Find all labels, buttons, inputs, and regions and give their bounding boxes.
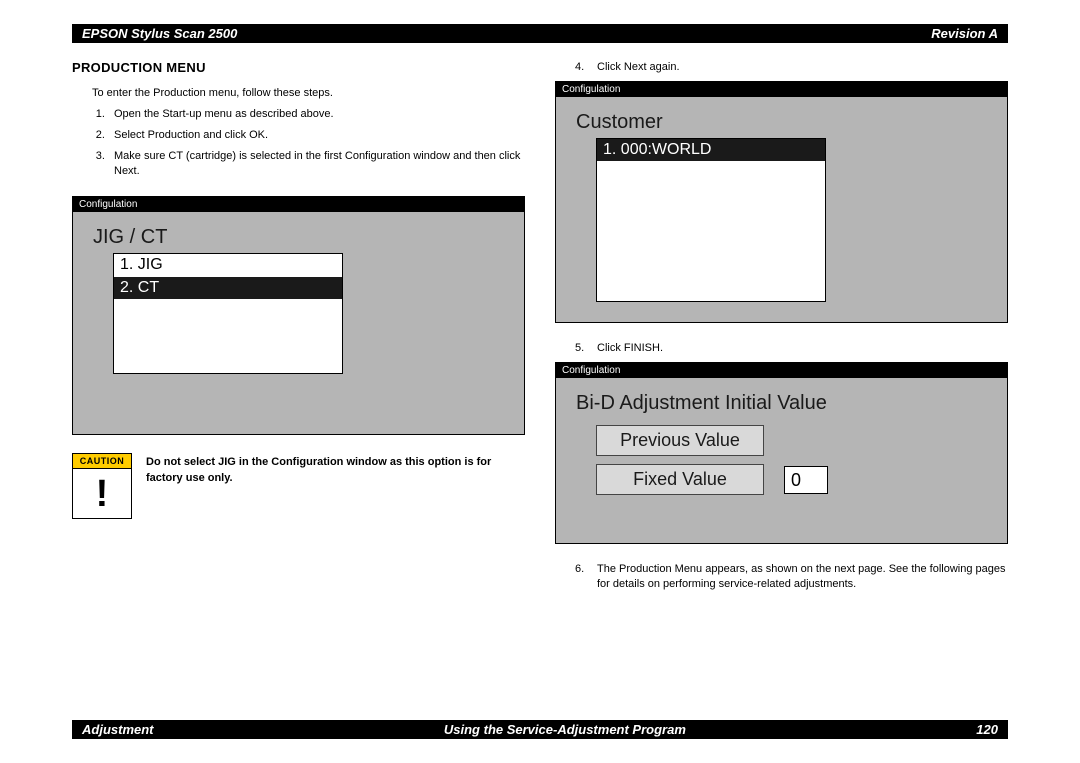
footer-right: 120 xyxy=(976,722,998,737)
section-title: PRODUCTION MENU xyxy=(72,60,525,75)
list-empty xyxy=(597,161,825,301)
exclamation-icon: ! xyxy=(72,469,132,519)
fixed-value-button[interactable]: Fixed Value xyxy=(596,464,764,495)
footer-center: Using the Service-Adjustment Program xyxy=(444,722,686,737)
list-item[interactable]: 1. JIG xyxy=(114,254,342,276)
window-body: Customer 1. 000:WORLD xyxy=(556,97,1007,322)
step-item: Open the Start-up menu as described abov… xyxy=(108,107,525,122)
caution-label: CAUTION xyxy=(72,453,132,469)
listbox-customer[interactable]: 1. 000:WORLD xyxy=(596,138,826,302)
header-left: EPSON Stylus Scan 2500 xyxy=(82,26,237,41)
window-body: JIG / CT 1. JIG 2. CT xyxy=(73,212,524,434)
window-titlebar: Configulation xyxy=(556,82,1007,97)
list-item[interactable]: 1. 000:WORLD xyxy=(597,139,825,161)
config-window-customer: Configulation Customer 1. 000:WORLD xyxy=(555,81,1008,323)
list-empty xyxy=(114,299,342,373)
steps-list: Click Next again. xyxy=(555,60,1008,75)
right-column: Click Next again. Configulation Customer… xyxy=(555,60,1008,713)
left-column: PRODUCTION MENU To enter the Production … xyxy=(72,60,525,713)
header-bar: EPSON Stylus Scan 2500 Revision A xyxy=(72,24,1008,43)
config-label: JIG / CT xyxy=(93,226,504,249)
window-body: Bi-D Adjustment Initial Value Previous V… xyxy=(556,378,1007,543)
caution-box: CAUTION ! Do not select JIG in the Confi… xyxy=(72,453,525,519)
step-item: Click FINISH. xyxy=(591,341,1008,356)
steps-list: Open the Start-up menu as described abov… xyxy=(92,107,525,178)
caution-text: Do not select JIG in the Configuration w… xyxy=(146,453,525,519)
fixed-value-row: Fixed Value 0 xyxy=(596,464,987,495)
steps-list: The Production Menu appears, as shown on… xyxy=(555,562,1008,592)
footer-bar: Adjustment Using the Service-Adjustment … xyxy=(72,720,1008,739)
bid-title: Bi-D Adjustment Initial Value xyxy=(576,392,987,415)
previous-value-button[interactable]: Previous Value xyxy=(596,425,764,456)
header-right: Revision A xyxy=(931,26,998,41)
step-item: Click Next again. xyxy=(591,60,1008,75)
step-item: The Production Menu appears, as shown on… xyxy=(591,562,1008,592)
window-titlebar: Configulation xyxy=(73,197,524,212)
previous-value-row: Previous Value xyxy=(596,425,987,456)
config-label: Customer xyxy=(576,111,987,134)
listbox-jigct[interactable]: 1. JIG 2. CT xyxy=(113,253,343,374)
config-window-jigct: Configulation JIG / CT 1. JIG 2. CT xyxy=(72,196,525,435)
page-content: PRODUCTION MENU To enter the Production … xyxy=(72,60,1008,713)
intro-text: To enter the Production menu, follow the… xyxy=(92,87,525,99)
window-titlebar: Configulation xyxy=(556,363,1007,378)
steps-list: Click FINISH. xyxy=(555,341,1008,356)
caution-icon: CAUTION ! xyxy=(72,453,132,519)
footer-left: Adjustment xyxy=(82,722,154,737)
config-window-bid: Configulation Bi-D Adjustment Initial Va… xyxy=(555,362,1008,544)
step-item: Make sure CT (cartridge) is selected in … xyxy=(108,149,525,179)
list-item[interactable]: 2. CT xyxy=(114,277,342,299)
step-item: Select Production and click OK. xyxy=(108,128,525,143)
fixed-value-input[interactable]: 0 xyxy=(784,466,828,494)
